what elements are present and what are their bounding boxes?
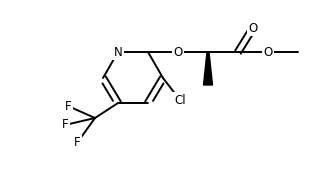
Polygon shape xyxy=(204,52,213,85)
Text: O: O xyxy=(263,46,273,59)
Text: Cl: Cl xyxy=(174,93,186,106)
Text: O: O xyxy=(248,22,258,35)
Text: F: F xyxy=(74,137,80,150)
Text: F: F xyxy=(65,100,71,112)
Text: N: N xyxy=(114,46,122,59)
Text: F: F xyxy=(62,119,68,132)
Text: O: O xyxy=(173,46,183,59)
